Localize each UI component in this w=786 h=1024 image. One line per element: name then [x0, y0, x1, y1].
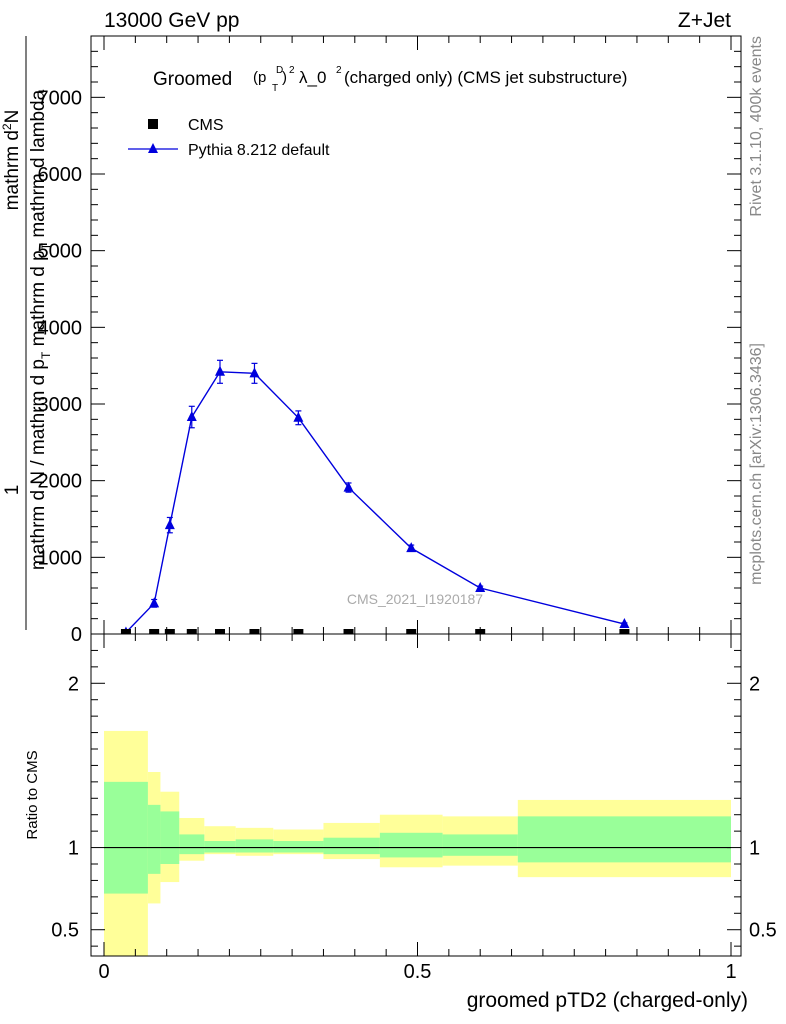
cms-point — [164, 629, 175, 634]
pythia-point — [406, 542, 417, 553]
legend: CMS Pythia 8.212 default — [128, 117, 330, 159]
rivet-label: Rivet 3.1.10, 400k events — [748, 36, 765, 217]
main-ylabel: 1 mathrm d2N mathrm d N / mathrm d pT ma… — [0, 36, 53, 630]
title-sub-t: T — [272, 83, 278, 94]
main-ytick-label: 2000 — [38, 471, 83, 493]
ratio-panel-frame — [90, 633, 742, 957]
ratio-ytick-label-right: 2 — [749, 673, 760, 695]
ratio-inner-band — [235, 839, 274, 853]
main-axis-ticks: 0 1000 2000 3000 4000 5000 6000 7000 — [38, 36, 741, 646]
ratio-xtick-label: 0 — [98, 961, 109, 983]
title-main: Groomed — [153, 69, 232, 90]
plot-title: Groomed (p D T ) 2 λ_0 2 (charged only) … — [153, 65, 627, 94]
pythia-point — [249, 367, 260, 378]
cms-point — [214, 629, 225, 634]
analysis-watermark: CMS_2021_I1920187 — [347, 591, 483, 607]
ratio-ytick-label: 2 — [68, 673, 79, 695]
header-left-label: 13000 GeV pp — [104, 9, 239, 32]
pythia-point — [186, 411, 197, 422]
ratio-inner-band — [379, 832, 443, 858]
cms-point — [249, 629, 260, 634]
ratio-inner-band — [147, 804, 161, 874]
ylabel-one: 1 — [2, 485, 23, 496]
ratio-inner-band — [104, 781, 148, 894]
title-close: ) — [282, 69, 287, 86]
ratio-ytick-label: 0.5 — [51, 920, 79, 942]
pythia-point — [343, 481, 354, 492]
cms-point — [293, 629, 304, 634]
cms-point — [120, 629, 131, 634]
main-ytick-label: 4000 — [38, 317, 83, 339]
cms-point — [186, 629, 197, 634]
ylabel-denominator: mathrm d N / mathrm d pT mathrm d pT mat… — [28, 89, 53, 570]
legend-cms-label: CMS — [188, 117, 224, 134]
legend-cms-marker — [148, 119, 158, 129]
header-right-label: Z+Jet — [678, 9, 731, 32]
title-sup-2: 2 — [289, 65, 295, 76]
title-lambda: λ_0 — [299, 68, 326, 87]
main-ytick-label: 3000 — [38, 394, 83, 416]
pythia-point — [164, 519, 175, 530]
title-sup-2b: 2 — [336, 65, 342, 76]
legend-pythia-marker — [148, 143, 158, 153]
main-ytick-label: 0 — [71, 624, 82, 646]
pythia-point — [619, 618, 630, 629]
ratio-inner-band — [273, 841, 324, 853]
ratio-xlabel: groomed pTD2 (charged-only) — [467, 989, 748, 1012]
site-label: mcplots.cern.ch [arXiv:1306.3436] — [748, 343, 765, 585]
ratio-ylabel: Ratio to CMS — [24, 750, 41, 839]
pythia-point — [149, 597, 160, 608]
main-ytick-label: 5000 — [38, 241, 83, 263]
pythia-point — [293, 411, 304, 422]
cms-point — [343, 629, 354, 634]
pythia-point — [214, 365, 225, 376]
cms-point — [149, 629, 160, 634]
cms-point — [475, 629, 486, 634]
cms-point — [619, 629, 630, 634]
ratio-xtick-label: 0.5 — [404, 961, 432, 983]
main-ytick-label: 7000 — [38, 87, 83, 109]
title-p: (p — [253, 69, 266, 86]
title-tail: (charged only) (CMS jet substructure) — [344, 68, 627, 87]
ratio-xtick-label: 1 — [725, 961, 736, 983]
ratio-ytick-label: 1 — [68, 838, 79, 860]
main-ytick-label: 6000 — [38, 164, 83, 186]
ratio-inner-band — [204, 841, 236, 853]
ratio-ytick-label-right: 0.5 — [749, 920, 777, 942]
ratio-inner-band — [517, 816, 731, 863]
ratio-axis-ticks: 0.5 0.5 1 1 2 2 0 0.5 1 — [51, 634, 777, 983]
cms-point — [406, 629, 417, 634]
title-sup-d: D — [276, 65, 283, 76]
ratio-inner-band — [323, 837, 380, 855]
main-ytick-label: 1000 — [38, 547, 83, 569]
ratio-ytick-label-right: 1 — [749, 838, 760, 860]
ratio-bands — [104, 730, 731, 956]
ratio-inner-band — [179, 834, 205, 855]
legend-pythia-label: Pythia 8.212 default — [188, 142, 330, 159]
ratio-inner-band — [160, 811, 180, 864]
ratio-inner-band — [442, 834, 518, 856]
ylabel-numerator: mathrm d2N — [0, 110, 23, 211]
pythia-point — [475, 582, 486, 592]
